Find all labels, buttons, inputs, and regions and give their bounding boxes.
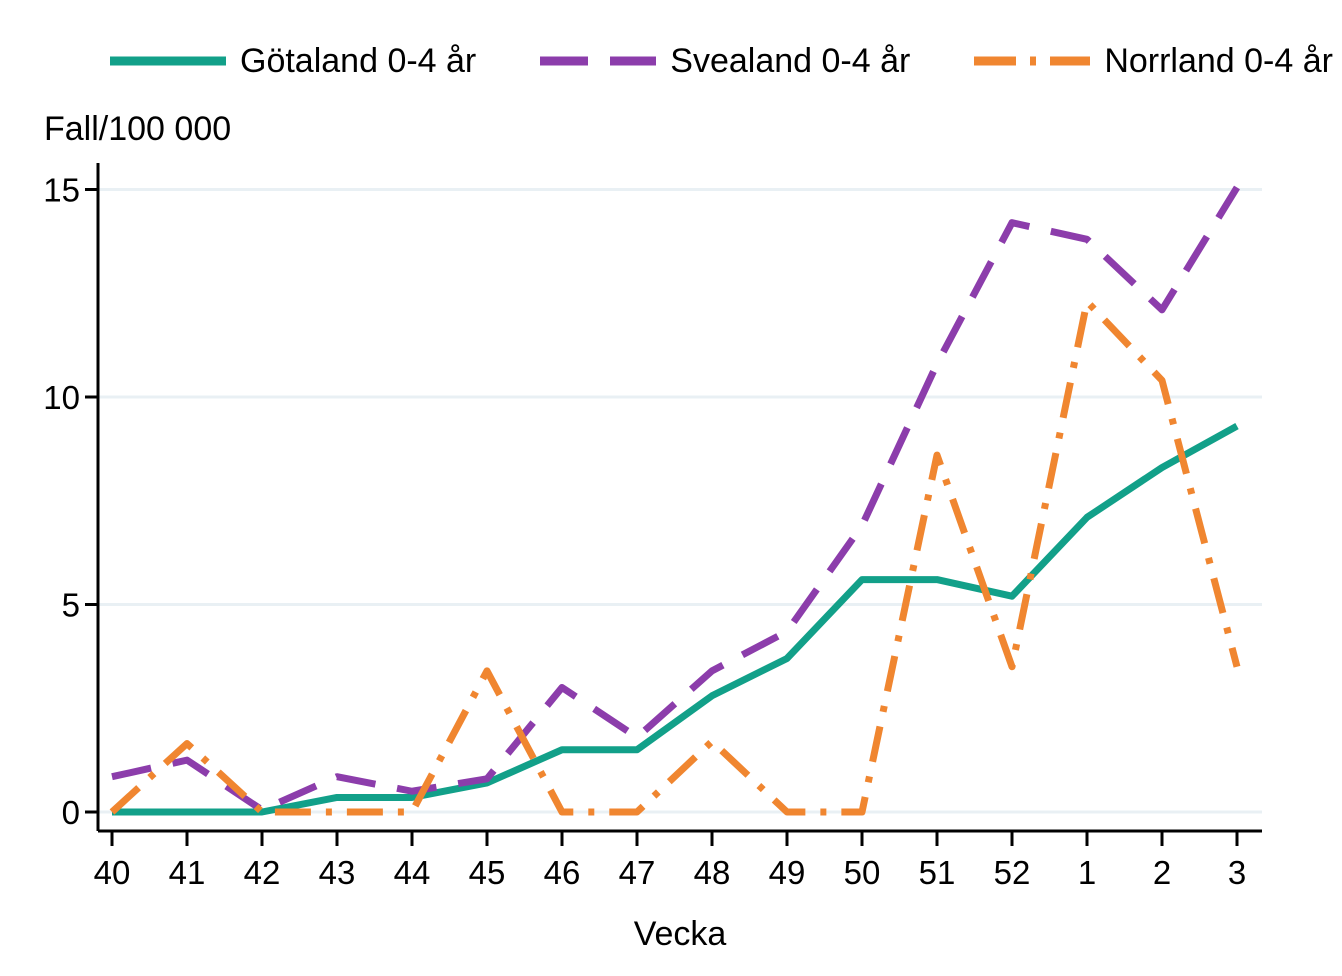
y-tick-label: 5	[62, 587, 80, 624]
legend-label: Norrland 0-4 år	[1104, 42, 1333, 80]
y-tick-label: 0	[62, 794, 80, 831]
legend-item: Götaland 0-4 år	[110, 44, 476, 78]
x-tick-label: 1	[1078, 854, 1096, 891]
x-tick-label: 42	[244, 854, 281, 891]
x-tick-label: 51	[919, 854, 956, 891]
x-tick-label: 3	[1228, 854, 1246, 891]
legend-item: Norrland 0-4 år	[974, 44, 1333, 78]
x-tick-label: 49	[769, 854, 806, 891]
series-line-norrland-0-4-år	[109, 298, 1241, 816]
x-tick-label: 52	[994, 854, 1031, 891]
legend-label: Götaland 0-4 år	[240, 42, 477, 80]
x-tick-label: 43	[319, 854, 356, 891]
x-tick-label: 44	[394, 854, 431, 891]
x-tick-label: 47	[619, 854, 656, 891]
x-axis-title: Vecka	[633, 915, 727, 953]
x-tick-label: 46	[544, 854, 581, 891]
chart-legend: Götaland 0-4 år Svealand 0-4 år Norrland 0…	[110, 44, 1333, 78]
x-tick-label: 48	[694, 854, 731, 891]
legend-swatch-dashed-line-icon	[540, 56, 657, 66]
legend-item: Svealand 0-4 år	[540, 44, 910, 78]
x-tick-label: 2	[1153, 854, 1171, 891]
legend-label: Svealand 0-4 år	[670, 42, 911, 80]
series-line-götaland-0-4-år	[112, 422, 1239, 816]
y-axis-title: Fall/100 000	[44, 110, 232, 148]
y-tick-label: 10	[43, 379, 80, 416]
x-tick-label: 45	[469, 854, 506, 891]
legend-swatch-dashdot-line-icon	[974, 56, 1091, 66]
x-tick-label: 50	[844, 854, 881, 891]
x-tick-label: 41	[169, 854, 206, 891]
y-tick-label: 15	[43, 172, 80, 209]
series-line-svealand-0-4-år	[111, 185, 1240, 814]
legend-swatch-solid-line-icon	[110, 56, 226, 66]
x-tick-label: 40	[94, 854, 131, 891]
